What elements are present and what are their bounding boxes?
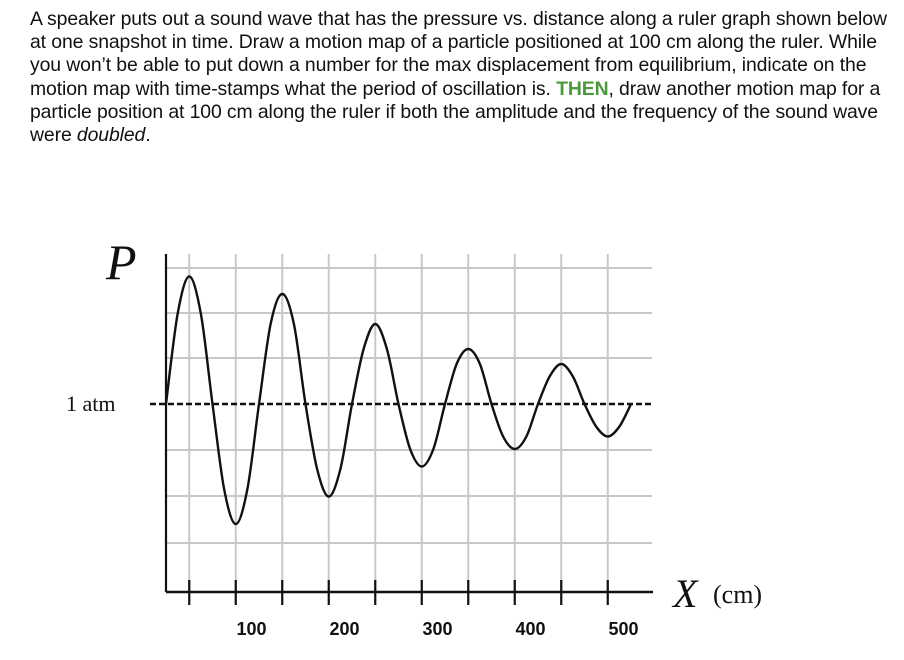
problem-text-part2: , draw another motion map for a particle…: [30, 77, 881, 147]
x-tick-label: 100: [237, 619, 267, 639]
x-tick-label: 300: [423, 619, 453, 639]
x-tick-labels: 100 200 300 400 500: [237, 619, 639, 639]
chart-grid: [166, 254, 652, 592]
reference-label: 1 atm: [66, 391, 116, 416]
x-axis-unit: (cm): [713, 580, 762, 609]
x-ticks: [188, 580, 609, 605]
then-emphasis: THEN: [556, 77, 609, 100]
problem-text-end: .: [145, 124, 151, 147]
problem-text-part1: A speaker puts out a sound wave that has…: [30, 8, 887, 100]
doubled-emphasis: doubled: [76, 124, 146, 147]
problem-statement: A speaker puts out a sound wave that has…: [30, 8, 892, 147]
x-tick-label: 500: [609, 619, 639, 639]
pressure-wave-line: [164, 275, 633, 526]
x-tick-label: 400: [516, 619, 546, 639]
chart-axes: [164, 254, 653, 594]
x-axis-symbol: X: [671, 571, 699, 616]
x-tick-label: 200: [330, 619, 360, 639]
y-axis-label: P: [105, 234, 137, 290]
